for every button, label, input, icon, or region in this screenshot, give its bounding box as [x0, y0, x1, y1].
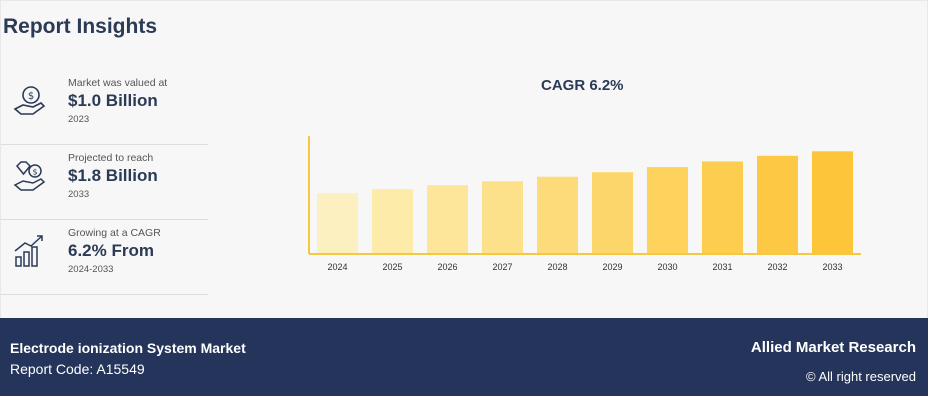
stat-year: 2023 [68, 114, 90, 125]
x-tick-label: 2029 [602, 262, 622, 272]
x-tick-label: 2031 [712, 262, 732, 272]
bar-2027 [482, 181, 523, 253]
stat-value: 6.2% From [68, 241, 154, 260]
chart-title: CAGR 6.2% [541, 77, 624, 94]
page-title: Report Insights [3, 15, 158, 38]
svg-text:$: $ [28, 91, 34, 102]
bar-2025 [372, 189, 413, 253]
bar-2024 [317, 193, 358, 253]
stat-year: 2033 [68, 189, 90, 200]
stat-market-valued: $ Market was valued at $1.0 Billion 2023 [1, 69, 208, 145]
copyright: © All right reserved [805, 369, 916, 384]
stat-label: Growing at a CAGR [68, 227, 161, 239]
x-tick-label: 2033 [822, 262, 842, 272]
money-hand-icon: $ [13, 86, 46, 115]
stat-label: Projected to reach [68, 152, 154, 164]
x-tick-label: 2027 [492, 262, 512, 272]
x-tick-label: 2024 [327, 262, 347, 272]
footer-bar: Electrode ionization System Market Repor… [0, 318, 928, 396]
stat-cagr: Growing at a CAGR 6.2% From 2024-2033 [1, 219, 208, 295]
svg-text:$: $ [32, 168, 37, 177]
stat-value: $1.8 Billion [68, 166, 158, 185]
market-name: Electrode ionization System Market [10, 340, 246, 356]
stat-projected: $ Projected to reach $1.8 Billion 2033 [1, 144, 208, 220]
x-tick-label: 2025 [382, 262, 402, 272]
bar-chart: 2024 2025 2026 2027 2028 2029 2030 2031 2032 2033 [308, 136, 861, 272]
bar-2033 [812, 151, 853, 253]
bar-2028 [537, 176, 578, 253]
stat-label: Market was valued at [68, 77, 168, 89]
bar-2032 [757, 155, 798, 253]
bar-2031 [702, 161, 743, 253]
x-tick-label: 2026 [437, 262, 457, 272]
growth-bars-icon [14, 235, 43, 267]
x-tick-label: 2032 [767, 262, 787, 272]
brand-name: Allied Market Research [750, 339, 916, 356]
bar-2029 [592, 172, 633, 253]
stat-value: $1.0 Billion [68, 91, 158, 110]
x-tick-label: 2030 [657, 262, 677, 272]
diamond-coin-hand-icon: $ [13, 161, 46, 191]
bar-2026 [427, 185, 468, 253]
report-code: Report Code: A15549 [10, 361, 145, 377]
bar-2030 [647, 167, 688, 253]
x-tick-label: 2028 [547, 262, 567, 272]
stat-year-range: 2024-2033 [68, 264, 114, 275]
